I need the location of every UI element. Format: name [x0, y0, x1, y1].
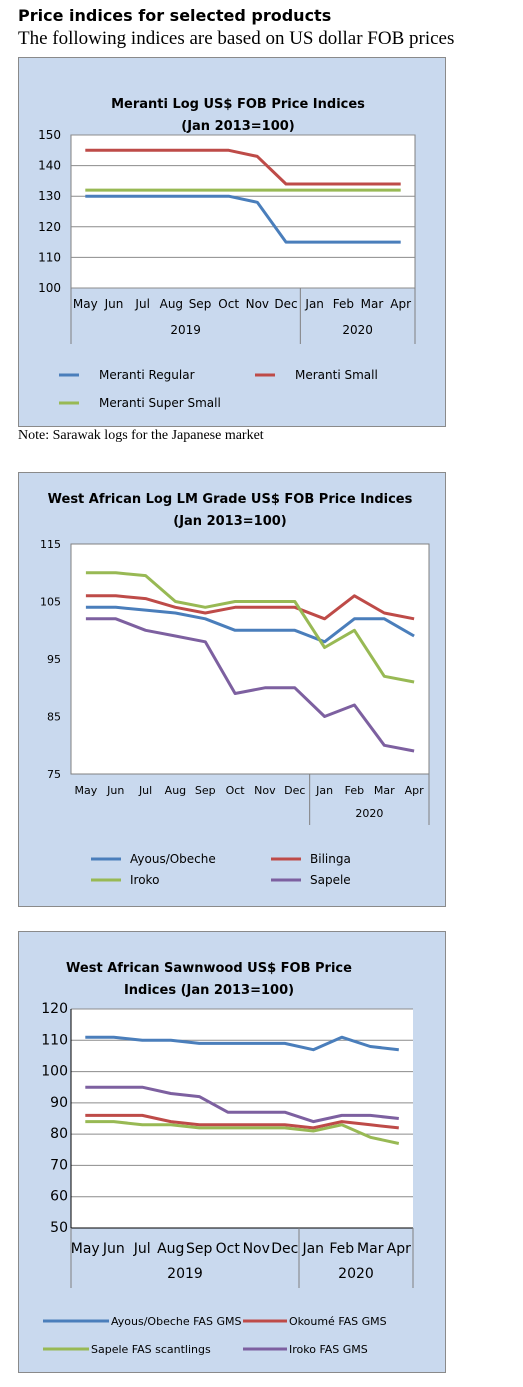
x-tick-label: Jan	[304, 297, 324, 311]
legend-label-sapele-fas: Sapele FAS scantlings	[91, 1343, 211, 1356]
plot-area	[71, 1009, 413, 1228]
chart-panel-west-african-log: West African Log LM Grade US$ FOB Price …	[18, 472, 446, 907]
chart-note: Note: Sarawak logs for the Japanese mark…	[18, 428, 264, 443]
x-tick-label: Feb	[345, 784, 364, 797]
chart-west-african-sawnwood: West African Sawnwood US$ FOB Price Indi…	[41, 961, 414, 1356]
x-tick-label: Jun	[102, 1241, 125, 1257]
chart-panel-meranti: Meranti Log US$ FOB Price Indices (Jan 2…	[18, 57, 446, 427]
chart-meranti: Meranti Log US$ FOB Price Indices (Jan 2…	[38, 97, 416, 410]
x-tick-label: Aug	[160, 297, 183, 311]
x-tick-label: Jul	[133, 1241, 151, 1257]
x-tick-label: Mar	[361, 297, 384, 311]
x-tick-label: Jul	[134, 297, 149, 311]
legend-label-okoume-fas: Okoumé FAS GMS	[289, 1315, 387, 1328]
plot-area	[70, 543, 430, 775]
x-group-label: 2019	[170, 323, 201, 337]
x-tick-label: Nov	[254, 784, 276, 797]
legend-label-bilinga: Bilinga	[310, 852, 351, 866]
y-tick-label: 105	[40, 596, 61, 609]
y-tick-label: 80	[50, 1126, 68, 1142]
x-tick-label: Jun	[104, 297, 124, 311]
page-title: Price indices for selected products	[18, 6, 332, 25]
x-tick-label: Aug	[165, 784, 186, 797]
series-line	[85, 605, 415, 644]
series-line	[85, 571, 415, 684]
x-group-label: 2019	[167, 1266, 203, 1282]
x-tick-label: Dec	[284, 784, 305, 797]
legend-label-sapele: Sapele	[310, 873, 351, 887]
y-tick-label: 150	[38, 128, 61, 142]
legend-label-iroko: Iroko	[130, 873, 159, 887]
x-tick-label: Dec	[271, 1241, 298, 1257]
y-tick-label: 60	[50, 1189, 68, 1205]
legend-label-iroko-fas: Iroko FAS GMS	[289, 1343, 368, 1356]
x-tick-label: Mar	[374, 784, 395, 797]
x-tick-label: Mar	[357, 1241, 384, 1257]
x-tick-label: Oct	[226, 784, 246, 797]
x-tick-label: May	[73, 297, 98, 311]
y-tick-label: 75	[47, 768, 61, 781]
x-tick-label: Oct	[216, 1241, 241, 1257]
x-tick-label: May	[71, 1241, 100, 1257]
legend-label-meranti-super-small: Meranti Super Small	[99, 396, 221, 410]
chart-title-line2: (Jan 2013=100)	[173, 514, 286, 529]
series-line	[85, 1120, 400, 1145]
series-line	[85, 1035, 399, 1052]
chart-west-african-log: West African Log LM Grade US$ FOB Price …	[40, 492, 430, 887]
x-group-label: 2020	[338, 1266, 374, 1282]
chart-title-line1: Meranti Log US$ FOB Price Indices	[111, 97, 365, 112]
y-tick-label: 100	[41, 1064, 68, 1080]
x-tick-label: Nov	[243, 1241, 270, 1257]
x-tick-label: Feb	[329, 1241, 354, 1257]
y-tick-label: 120	[41, 1001, 68, 1017]
legend-label-ayous-obeche-fas: Ayous/Obeche FAS GMS	[111, 1315, 241, 1328]
x-group-label: 2020	[342, 323, 373, 337]
y-tick-label: 130	[38, 189, 61, 203]
x-tick-label: Jul	[138, 784, 152, 797]
series-line	[85, 617, 415, 753]
y-tick-label: 50	[50, 1220, 68, 1236]
x-tick-label: Jan	[315, 784, 333, 797]
chart-title-line2: Indices (Jan 2013=100)	[124, 983, 294, 998]
x-tick-label: May	[75, 784, 98, 797]
series-line	[85, 1085, 399, 1124]
x-tick-label: Jun	[106, 784, 124, 797]
legend-label-meranti-regular: Meranti Regular	[99, 368, 195, 382]
x-tick-label: Feb	[333, 297, 354, 311]
y-tick-label: 120	[38, 220, 61, 234]
page-subtitle: The following indices are based on US do…	[18, 28, 455, 49]
y-tick-label: 95	[47, 653, 61, 666]
chart-title-line1: West African Sawnwood US$ FOB Price	[66, 961, 352, 976]
x-tick-label: Jan	[301, 1241, 324, 1257]
x-tick-label: Nov	[246, 297, 269, 311]
x-tick-label: Sep	[195, 784, 216, 797]
series-line	[85, 594, 415, 621]
chart-title-line1: West African Log LM Grade US$ FOB Price …	[48, 492, 413, 507]
x-tick-label: Apr	[387, 1241, 411, 1257]
x-tick-label: Sep	[189, 297, 212, 311]
y-tick-label: 115	[40, 538, 61, 551]
x-tick-label: Aug	[157, 1241, 184, 1257]
x-group-label: 2020	[355, 807, 383, 820]
y-tick-label: 140	[38, 159, 61, 173]
x-tick-label: Sep	[186, 1241, 213, 1257]
chart-title-line2: (Jan 2013=100)	[181, 119, 294, 134]
x-tick-label: Apr	[390, 297, 411, 311]
plot-area	[70, 134, 416, 289]
series-line	[85, 194, 401, 244]
chart-panel-west-african-sawnwood: West African Sawnwood US$ FOB Price Indi…	[18, 931, 446, 1373]
legend-label-ayous-obeche: Ayous/Obeche	[130, 852, 216, 866]
y-tick-label: 90	[50, 1095, 68, 1111]
series-line	[85, 1113, 399, 1130]
y-tick-label: 110	[41, 1032, 68, 1048]
x-tick-label: Apr	[405, 784, 425, 797]
x-tick-label: Dec	[274, 297, 297, 311]
series-line	[85, 148, 401, 186]
y-tick-label: 110	[38, 250, 61, 264]
legend-label-meranti-small: Meranti Small	[295, 368, 378, 382]
y-tick-label: 70	[50, 1157, 68, 1173]
x-tick-label: Oct	[218, 297, 239, 311]
y-tick-label: 85	[47, 711, 61, 724]
y-tick-label: 100	[38, 281, 61, 295]
